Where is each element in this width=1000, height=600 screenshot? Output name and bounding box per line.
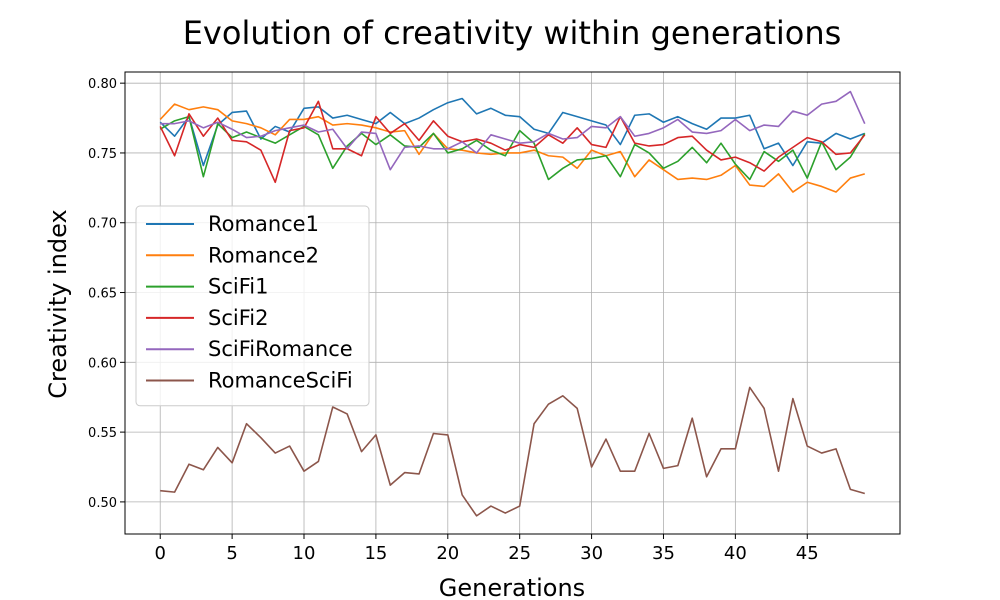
legend: Romance1 Romance2 SciFi1 SciFi2 SciFiRomance… xyxy=(135,205,370,407)
x-tick-label: 20 xyxy=(436,543,459,564)
y-tick-label: 0.65 xyxy=(88,287,117,302)
legend-label: SciFi2 xyxy=(208,306,268,330)
x-tick-label: 35 xyxy=(652,543,675,564)
series-line-romancescifi xyxy=(160,386,865,517)
x-tick-label: 30 xyxy=(580,543,603,564)
plot-frame xyxy=(124,71,901,535)
x-tick-label: 0 xyxy=(155,543,166,564)
legend-label: SciFiRomance xyxy=(208,337,353,361)
series-line-romance1 xyxy=(159,97,866,167)
x-tick-label: 45 xyxy=(796,543,819,564)
series-line-scifi2 xyxy=(159,100,866,184)
series-line-romance2 xyxy=(159,103,865,193)
x-tick-label: 25 xyxy=(508,543,531,564)
grid-lines xyxy=(125,72,900,534)
chart-title: Evolution of creativity within generatio… xyxy=(183,14,842,52)
series-lines xyxy=(159,90,866,517)
x-axis-label: Generations xyxy=(439,574,585,600)
series-line-scifiromance xyxy=(160,90,866,171)
legend-box xyxy=(135,205,370,407)
series-line-scifi1 xyxy=(159,115,866,181)
y-tick-label: 0.55 xyxy=(88,426,117,441)
y-axis-ticks: 0.50 0.55 0.60 0.65 0.70 0.75 0.80 xyxy=(88,77,125,511)
x-axis-ticks: 0 5 10 15 20 25 30 35 40 45 xyxy=(155,534,819,564)
y-tick-label: 0.60 xyxy=(88,356,117,371)
y-tick-label: 0.75 xyxy=(88,147,117,162)
x-tick-label: 15 xyxy=(364,543,387,564)
y-axis-label: Creativity index xyxy=(44,209,72,398)
legend-label: SciFi1 xyxy=(208,275,268,299)
x-tick-label: 40 xyxy=(724,543,747,564)
y-tick-label: 0.70 xyxy=(88,217,117,232)
y-tick-label: 0.80 xyxy=(88,77,117,92)
y-tick-label: 0.50 xyxy=(88,496,117,511)
x-tick-label: 5 xyxy=(226,543,237,564)
legend-label: Romance1 xyxy=(208,212,319,236)
x-tick-label: 10 xyxy=(293,543,316,564)
legend-label: RomanceSciFi xyxy=(208,369,353,393)
legend-label: Romance2 xyxy=(208,243,319,267)
